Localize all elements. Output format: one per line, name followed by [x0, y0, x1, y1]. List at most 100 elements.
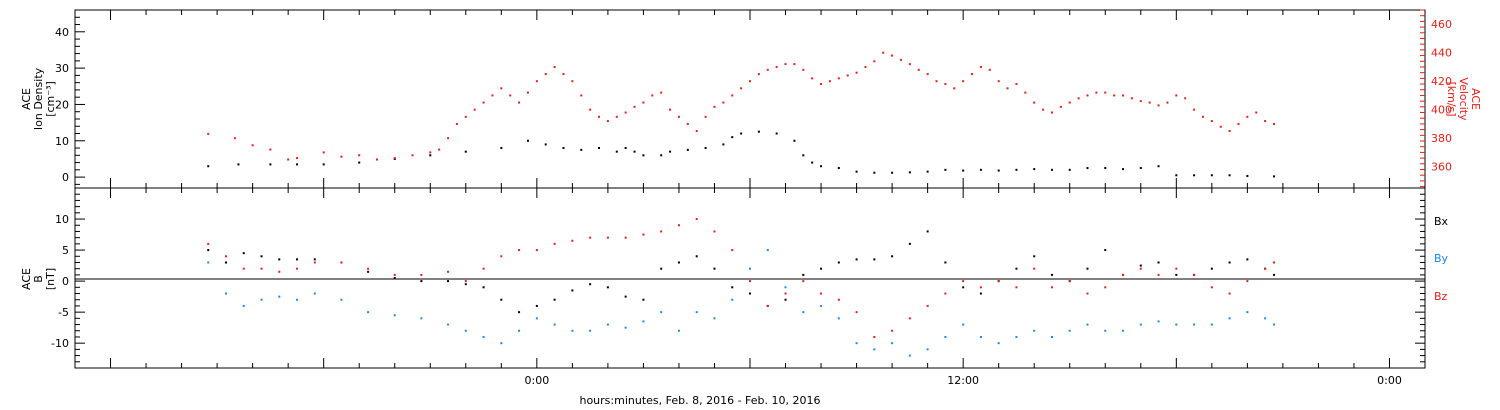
data-point — [731, 286, 734, 289]
data-point — [322, 163, 325, 166]
data-point — [864, 65, 867, 68]
data-point — [1033, 255, 1036, 258]
data-point — [926, 73, 929, 76]
data-point — [1050, 168, 1053, 171]
data-point — [1246, 280, 1249, 283]
data-point — [926, 230, 929, 233]
data-point — [606, 323, 609, 326]
data-point — [962, 80, 965, 83]
data-point — [1157, 165, 1160, 168]
data-point — [1068, 168, 1071, 171]
data-point — [1228, 317, 1231, 320]
top-right-ylabel-line2: Velocity — [1457, 77, 1470, 121]
data-point — [722, 143, 725, 146]
data-point — [518, 101, 521, 104]
data-point — [237, 163, 240, 166]
data-point — [1095, 91, 1098, 94]
data-point — [562, 73, 565, 76]
data-point — [1273, 323, 1276, 326]
data-point — [882, 51, 885, 54]
data-point — [589, 108, 592, 111]
data-point — [1175, 174, 1178, 177]
tick-label: 10 — [55, 135, 69, 148]
data-point — [642, 320, 645, 323]
data-point — [944, 168, 947, 171]
data-point — [224, 261, 227, 264]
data-point — [749, 80, 751, 83]
data-point — [482, 286, 485, 289]
bottom-panel-frame — [74, 187, 1426, 369]
data-point — [535, 80, 538, 83]
data-point — [553, 298, 556, 301]
data-point — [731, 94, 734, 97]
data-point — [704, 115, 707, 118]
data-point — [1050, 111, 1053, 114]
data-point — [891, 54, 894, 57]
data-point — [731, 298, 734, 301]
data-point — [660, 267, 663, 270]
data-point — [260, 298, 263, 301]
data-point — [1068, 280, 1071, 283]
data-point — [464, 329, 467, 332]
data-point — [1130, 97, 1133, 100]
top-left-ticks: 0 10 20 30 40 — [55, 16, 85, 185]
data-point — [686, 122, 689, 125]
data-point — [1219, 125, 1222, 128]
data-point — [944, 261, 947, 264]
data-point — [624, 326, 627, 329]
data-point — [891, 171, 894, 174]
data-point — [571, 239, 574, 242]
data-point — [296, 157, 299, 160]
data-point — [1210, 286, 1213, 289]
data-point — [784, 298, 787, 301]
data-point — [438, 148, 441, 151]
data-point — [704, 147, 707, 150]
data-point — [1104, 91, 1107, 94]
data-point — [828, 80, 831, 83]
data-point — [420, 317, 423, 320]
data-point — [642, 233, 645, 236]
data-point — [677, 224, 680, 227]
data-point — [571, 329, 574, 332]
data-point — [340, 261, 343, 264]
data-point — [891, 329, 894, 332]
data-point — [1006, 87, 1009, 90]
data-point — [1157, 104, 1160, 107]
data-point — [553, 242, 556, 245]
data-point — [518, 329, 521, 332]
tick-label: 40 — [55, 26, 69, 39]
data-point — [420, 280, 423, 283]
tick-label: 12:00 — [947, 374, 979, 387]
data-point — [793, 63, 796, 66]
data-point — [749, 280, 751, 283]
data-point — [899, 58, 902, 61]
data-point — [873, 171, 876, 174]
data-point — [509, 94, 512, 97]
data-point — [1086, 292, 1089, 295]
bottom-ylabel-line1: ACE — [20, 268, 33, 290]
data-point — [1139, 167, 1142, 170]
data-point — [358, 161, 361, 164]
data-point — [429, 154, 432, 157]
data-point — [535, 304, 538, 307]
data-point — [837, 261, 840, 264]
data-point — [979, 292, 982, 295]
data-point — [740, 132, 743, 135]
data-point — [1086, 94, 1089, 97]
data-point — [1033, 168, 1036, 171]
data-point — [375, 158, 378, 161]
data-point — [1042, 108, 1045, 111]
data-point — [1246, 175, 1249, 178]
data-point — [269, 163, 272, 166]
data-point — [287, 158, 290, 161]
tick-label: -5 — [58, 306, 69, 319]
data-point — [1059, 105, 1062, 108]
data-point — [1139, 267, 1142, 270]
data-point — [873, 335, 876, 338]
data-point — [429, 151, 432, 154]
data-point — [713, 105, 716, 108]
data-point — [944, 335, 947, 338]
data-point — [1157, 261, 1160, 264]
data-point — [820, 83, 823, 86]
top-left-ylabel-line2: Ion Density — [32, 67, 45, 130]
